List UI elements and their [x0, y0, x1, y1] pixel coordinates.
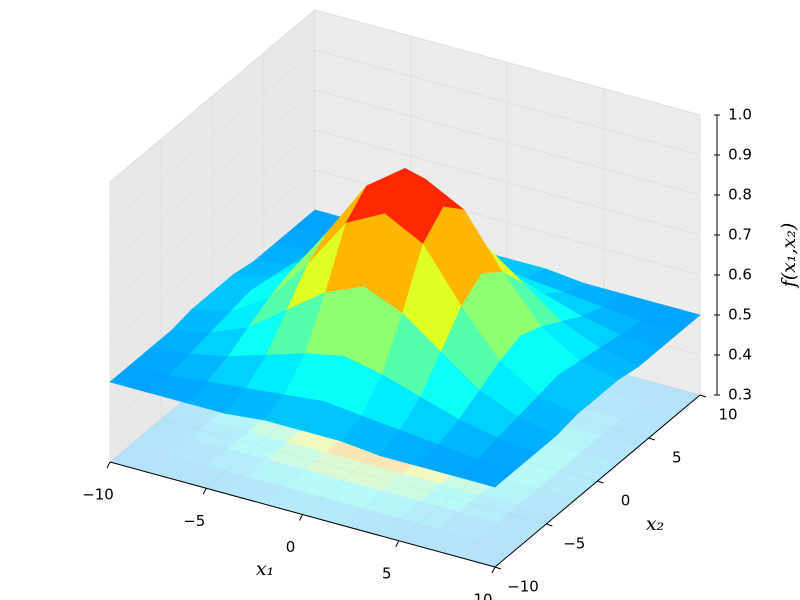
grid-line	[314, 49, 701, 156]
floor-cell	[497, 504, 557, 533]
grid-line	[109, 49, 316, 223]
tick-mark	[395, 540, 400, 547]
floor-cell	[602, 374, 662, 402]
y-tick-label: −5	[563, 535, 585, 553]
floor-cell	[207, 448, 267, 477]
tick-mark	[648, 437, 655, 441]
tick-mark	[546, 523, 553, 527]
tick-mark	[597, 480, 604, 484]
y-tick-label: 10	[718, 406, 737, 424]
floor-cell	[582, 391, 641, 419]
y-tick-label: −10	[507, 578, 539, 596]
z-tick-label: 0.3	[728, 386, 752, 404]
tick-mark	[299, 514, 303, 521]
y-tick-label: 5	[672, 449, 682, 467]
x-tick-label: 5	[382, 564, 392, 582]
grid-line	[314, 129, 701, 236]
axes: −10 −5 0 5 10 −10 −5 0 5 10 0.3 0.4 0.5 0.6 0.7 0.8 0.9 1…	[82, 106, 752, 600]
floor-cell	[323, 480, 382, 508]
floor-cell	[538, 470, 598, 499]
floor-cell	[400, 501, 459, 529]
z-axis-label: f(x₁,x₂)	[778, 223, 800, 290]
floor-cell	[620, 401, 680, 430]
surface-cell	[455, 458, 517, 488]
floor-cell	[246, 459, 305, 487]
floor-cell	[361, 490, 421, 519]
floor-cell	[284, 469, 344, 498]
z-tick-label: 0.7	[728, 226, 752, 244]
axis-line	[494, 394, 701, 568]
x-tick-label: 10	[473, 591, 492, 600]
floor-cell	[579, 436, 639, 464]
z-tick-label: 0.5	[728, 306, 752, 324]
floor-cell	[459, 494, 518, 523]
tick-mark	[491, 566, 496, 574]
floor-cell	[228, 431, 287, 460]
floor-cell	[151, 410, 210, 439]
grid-line	[314, 9, 701, 116]
floor-cell	[600, 418, 659, 447]
x-tick-label: 0	[286, 538, 296, 556]
floor-cell	[382, 473, 441, 502]
grid-line	[109, 9, 316, 183]
floor-cell	[477, 522, 536, 550]
x-tick-label: −10	[82, 486, 114, 504]
floor-cell	[559, 453, 618, 481]
x-tick-label: −5	[183, 512, 205, 530]
y-tick-label: 0	[621, 492, 631, 510]
floor-cell	[305, 452, 364, 481]
tick-mark	[494, 566, 502, 570]
tick-mark	[699, 394, 707, 398]
x-axis-label: x₁	[256, 558, 274, 580]
z-tick-label: 0.9	[728, 146, 752, 164]
grid-line	[109, 89, 316, 263]
floor-cell	[169, 438, 228, 466]
floor-cell	[641, 384, 700, 413]
tick-mark	[106, 461, 111, 469]
floor-cell	[438, 511, 498, 540]
axis-line	[109, 461, 496, 568]
grid-line	[109, 169, 316, 343]
floor-cell	[420, 483, 480, 512]
tick-mark	[202, 488, 207, 495]
z-tick-label: 0.8	[728, 186, 752, 204]
y-axis-label: x₂	[646, 513, 664, 535]
floor-cell	[343, 462, 403, 491]
z-tick-label: 1.0	[728, 106, 752, 124]
z-tick-label: 0.6	[728, 266, 752, 284]
floor-cell	[518, 487, 577, 516]
floor-cell	[189, 420, 249, 449]
surface	[109, 167, 701, 488]
grid-line	[109, 129, 316, 303]
z-tick-label: 0.4	[728, 346, 752, 364]
floor-cell	[266, 441, 326, 470]
grid-line	[314, 89, 701, 196]
floor-cell	[130, 427, 190, 456]
